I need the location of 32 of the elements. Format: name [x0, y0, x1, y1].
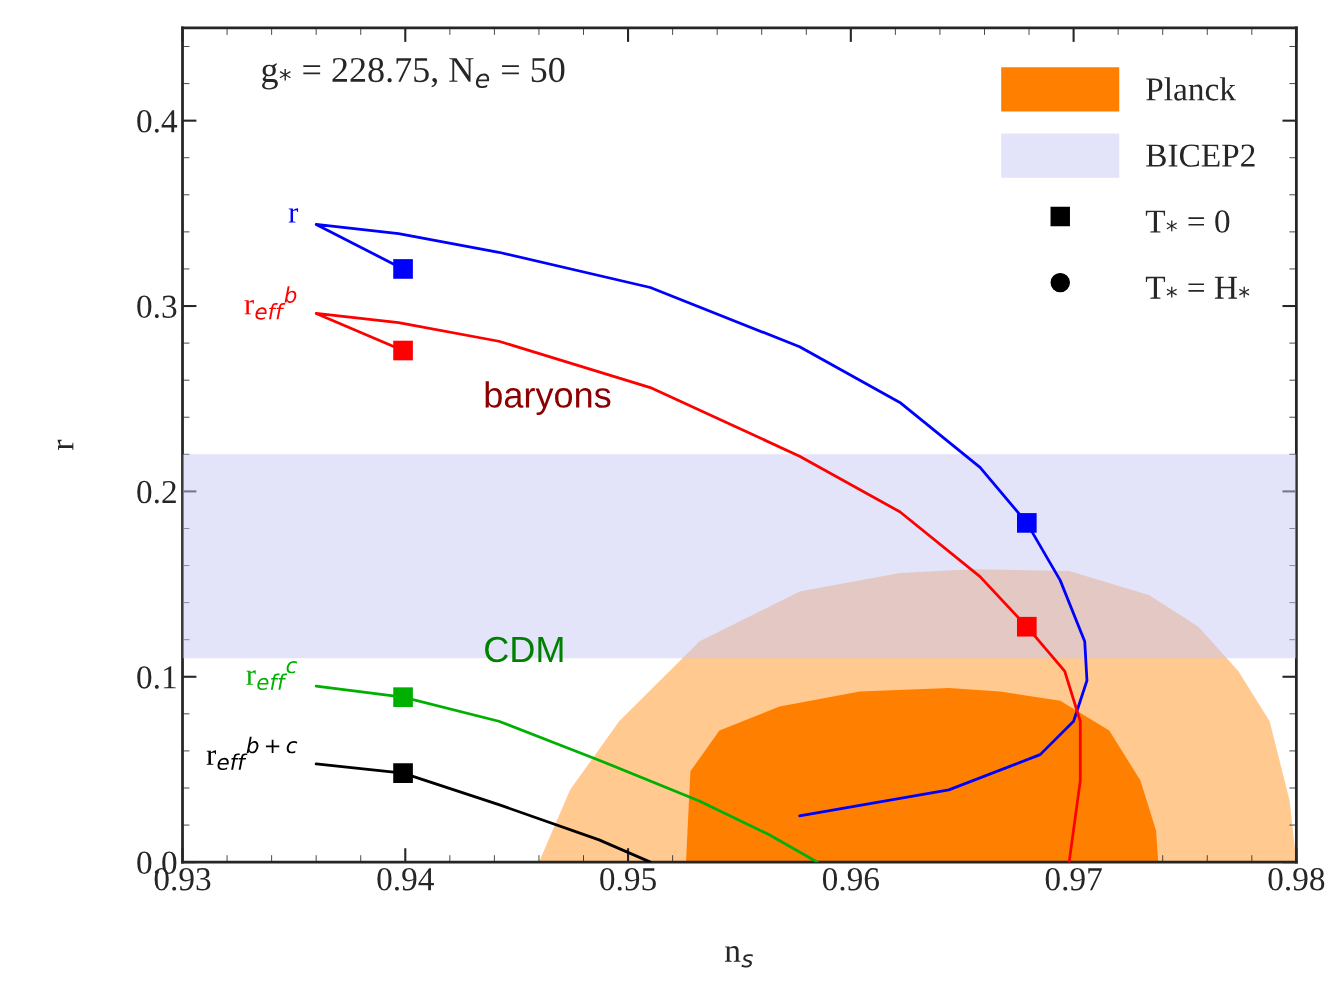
legend-label: BICEP2 — [1146, 144, 1255, 167]
series-label: r$_{eff}$$^{b+c}$ — [206, 736, 298, 771]
legend-label: T$_{*}$ = H$_{*}$ — [1145, 276, 1250, 299]
y-tick-label: 0.3 — [137, 295, 177, 319]
annotation: baryons — [485, 381, 611, 416]
point — [1017, 513, 1037, 533]
point — [1017, 616, 1037, 637]
line-series — [314, 684, 819, 863]
x-tick-label: 0.94 — [377, 867, 434, 891]
y-tick-label: 0.2 — [137, 480, 176, 504]
point — [393, 259, 413, 279]
legend-label: T$_{*}$ = 0 — [1145, 210, 1230, 233]
line-series — [314, 762, 652, 863]
x-tick-label: 0.95 — [600, 867, 656, 891]
point — [393, 763, 413, 783]
x-tick-label: 0.96 — [822, 867, 879, 891]
line-series — [314, 312, 1082, 863]
series-label: r — [288, 208, 299, 223]
x-axis-title: n$_{s}$ — [725, 946, 753, 968]
point — [393, 340, 413, 361]
x-tick-label: 0.97 — [1045, 867, 1102, 891]
line-series — [314, 223, 1089, 818]
series-label: r$_{eff}$$^{c}$ — [246, 661, 298, 691]
y-tick-label: 0.1 — [137, 666, 176, 689]
y-tick-label: 0.4 — [137, 110, 178, 133]
x-tick-label: 0.98 — [1268, 867, 1325, 891]
text: g$_{*}$ = 228.75, N$_{e}$ = 50 — [262, 57, 565, 90]
y-axis-title: r — [57, 439, 74, 450]
annotation: CDM — [485, 636, 563, 663]
point — [393, 687, 413, 707]
series-label: r$_{eff}$$^{b}$ — [244, 286, 297, 320]
legend-label: Planck — [1146, 77, 1236, 101]
